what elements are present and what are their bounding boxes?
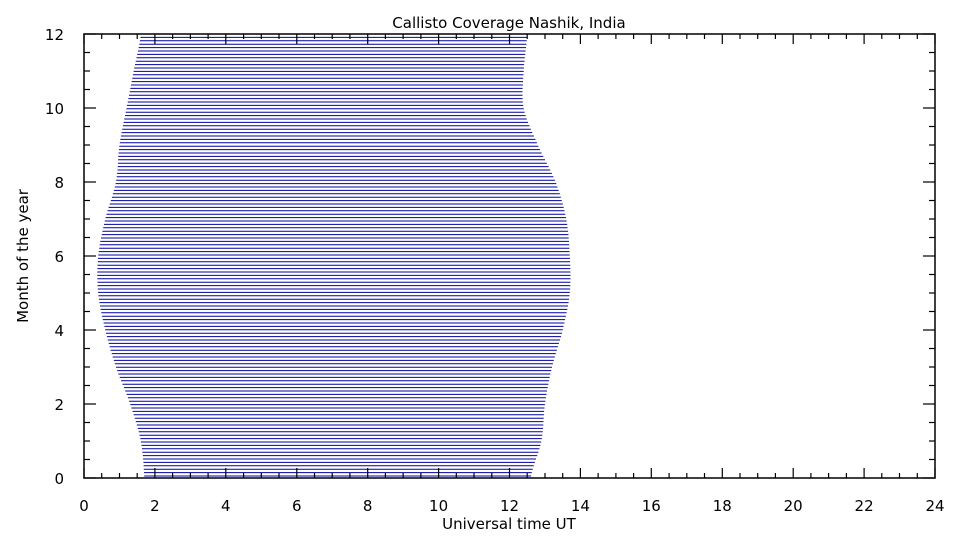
- x-tick-label: 20: [784, 497, 803, 515]
- x-axis-label: Universal time UT: [442, 515, 577, 533]
- x-tick-label: 24: [925, 497, 944, 515]
- y-tick-label: 8: [54, 174, 64, 192]
- y-tick-label: 12: [45, 26, 64, 44]
- x-tick-label: 2: [150, 497, 160, 515]
- x-tick-label: 8: [363, 497, 373, 515]
- x-tick-label: 0: [79, 497, 89, 515]
- y-tick-label: 10: [45, 100, 64, 118]
- coverage-hatch: [97, 36, 571, 477]
- y-tick-label: 6: [54, 248, 64, 266]
- x-tick-label: 10: [429, 497, 448, 515]
- y-axis-label: Month of the year: [14, 188, 32, 323]
- y-tick-label: 4: [54, 322, 64, 340]
- y-tick-label: 2: [54, 396, 64, 414]
- x-tick-label: 16: [642, 497, 661, 515]
- y-tick-label: 0: [54, 470, 64, 488]
- x-tick-label: 22: [855, 497, 874, 515]
- x-tick-label: 4: [221, 497, 231, 515]
- chart-title: Callisto Coverage Nashik, India: [392, 14, 625, 32]
- x-tick-label: 12: [500, 497, 519, 515]
- x-tick-label: 14: [571, 497, 590, 515]
- x-tick-label: 6: [292, 497, 302, 515]
- x-tick-label: 18: [713, 497, 732, 515]
